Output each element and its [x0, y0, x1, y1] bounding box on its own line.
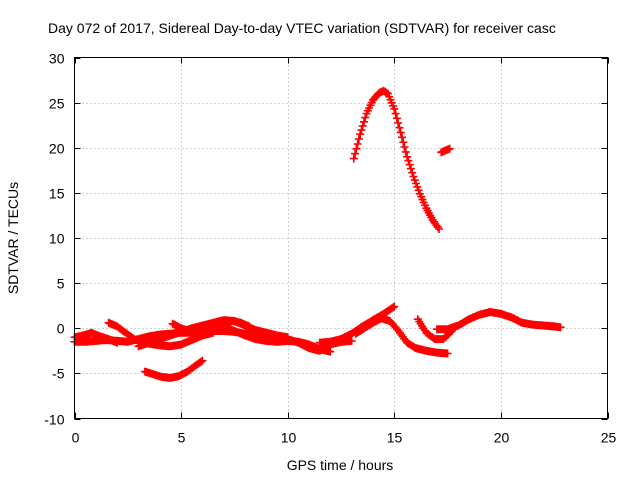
chart-title: Day 072 of 2017, Sidereal Day-to-day VTE… — [48, 20, 556, 36]
plus-markers — [351, 314, 452, 358]
y-tick-label: 30 — [49, 51, 65, 67]
plus-markers — [349, 86, 444, 233]
grid — [74, 57, 608, 419]
axis-ticks: 0 5 10 15 20 25 -10 -5 0 5 10 15 20 25 30 — [44, 51, 616, 446]
plus-markers — [437, 144, 454, 157]
series-arc-8 — [219, 322, 335, 356]
series-arc-4 — [140, 356, 207, 382]
plot-frame — [74, 57, 608, 419]
y-tick-label: 15 — [49, 186, 65, 202]
y-tick-label: 5 — [57, 276, 65, 292]
x-axis-label: GPS time / hours — [287, 457, 394, 473]
x-tick-label: 10 — [281, 430, 297, 446]
y-tick-label: 0 — [57, 321, 65, 337]
plus-markers — [432, 308, 565, 334]
y-tick-label: -5 — [52, 366, 65, 382]
series-arc-9 — [315, 302, 399, 347]
y-tick-label: 20 — [49, 141, 65, 157]
plus-markers — [315, 302, 399, 347]
y-tick-label: 25 — [49, 96, 65, 112]
x-tick-label: 25 — [601, 430, 617, 446]
x-tick-label: 20 — [494, 430, 510, 446]
y-tick-label: 10 — [49, 231, 65, 247]
plus-markers — [134, 328, 218, 351]
series-arc-13 — [437, 144, 454, 157]
y-axis-label: SDTVAR / TECUs — [5, 182, 21, 294]
series-arc-6 — [134, 328, 218, 351]
series-arc-12 — [349, 86, 444, 233]
series-arc-11 — [413, 315, 456, 344]
plus-markers — [140, 356, 207, 382]
x-tick-label: 5 — [178, 430, 186, 446]
data-points — [70, 86, 565, 382]
plus-markers — [219, 322, 335, 356]
x-tick-label: 0 — [72, 430, 80, 446]
x-tick-label: 15 — [387, 430, 403, 446]
y-tick-label: -10 — [44, 412, 64, 428]
plus-markers — [413, 315, 456, 344]
series-arc-10 — [351, 314, 452, 358]
series-arc-14 — [432, 308, 565, 334]
